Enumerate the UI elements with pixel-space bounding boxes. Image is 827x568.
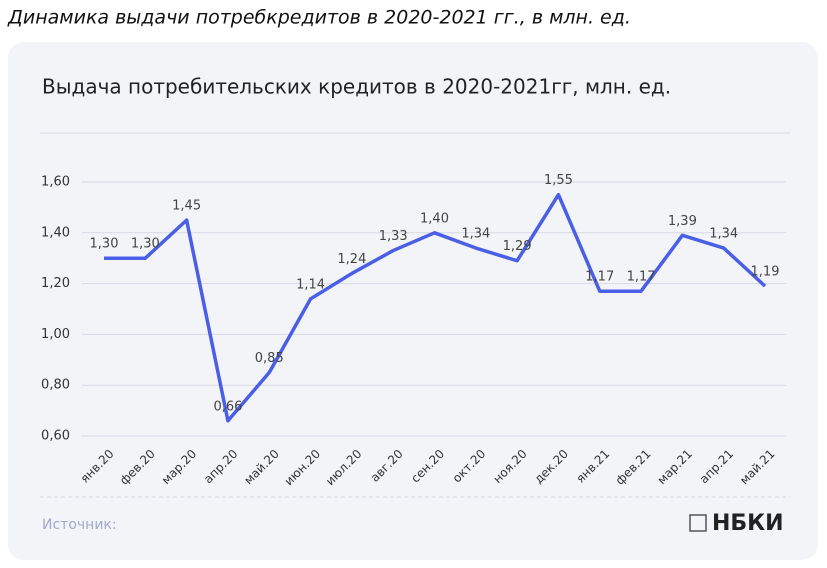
value-label: 1,55 [544,173,573,188]
logo: НБКИ [712,511,784,536]
y-tick-label: 1,40 [41,225,70,240]
value-label: 1,17 [585,270,614,285]
value-label: 1,30 [90,237,119,252]
value-label: 1,30 [131,237,160,252]
value-label: 1,33 [379,229,408,244]
value-label: 1,29 [503,239,532,254]
logo-icon [689,514,707,532]
value-label: 1,39 [668,214,697,229]
y-tick-label: 1,60 [41,175,70,190]
value-label: 1,34 [709,227,738,242]
y-tick-label: 1,20 [41,276,70,291]
value-label: 1,19 [751,265,780,280]
value-label: 1,14 [296,277,325,292]
y-tick-label: 0,80 [41,378,70,393]
y-tick-label: 0,60 [41,429,70,444]
chart-title: Выдача потребительских кредитов в 2020-2… [42,75,671,99]
value-label: 1,45 [172,199,201,214]
value-label: 1,34 [461,227,490,242]
value-label: 1,17 [627,270,656,285]
value-label: 1,40 [420,211,449,226]
value-label: 1,24 [337,252,366,267]
data-line [104,192,767,423]
y-tick-label: 1,00 [41,327,70,342]
page-title: Динамика выдачи потребкредитов в 2020-20… [7,7,631,29]
card [8,42,818,560]
source: Источник: [42,517,117,533]
value-label: 0,85 [255,351,284,366]
value-label: 0,66 [213,399,242,414]
